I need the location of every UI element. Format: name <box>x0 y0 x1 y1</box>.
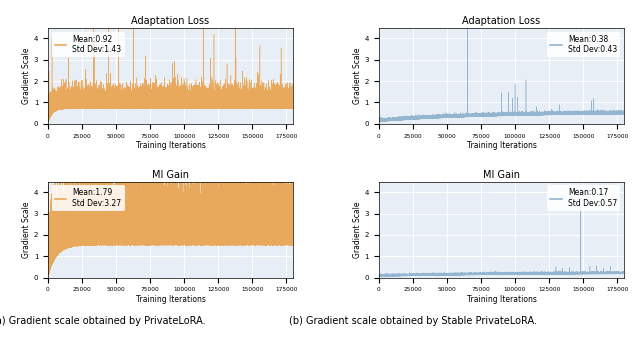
Legend: Mean:1.79
Std Dev:3.27: Mean:1.79 Std Dev:3.27 <box>52 185 125 211</box>
Y-axis label: Gradient Scale: Gradient Scale <box>22 48 31 104</box>
Text: (b) Gradient scale obtained by Stable PrivateLoRA.: (b) Gradient scale obtained by Stable Pr… <box>289 316 537 327</box>
Legend: Mean:0.38
Std Dev:0.43: Mean:0.38 Std Dev:0.43 <box>547 32 620 57</box>
Title: Adaptation Loss: Adaptation Loss <box>462 16 541 26</box>
X-axis label: Training Iterations: Training Iterations <box>136 295 205 304</box>
Y-axis label: Gradient Scale: Gradient Scale <box>22 201 31 258</box>
Title: MI Gain: MI Gain <box>152 170 189 180</box>
Y-axis label: Gradient Scale: Gradient Scale <box>353 201 362 258</box>
Legend: Mean:0.92
Std Dev:1.43: Mean:0.92 Std Dev:1.43 <box>52 32 125 57</box>
X-axis label: Training Iterations: Training Iterations <box>467 295 536 304</box>
X-axis label: Training Iterations: Training Iterations <box>136 141 205 150</box>
X-axis label: Training Iterations: Training Iterations <box>467 141 536 150</box>
Legend: Mean:0.17
Std Dev:0.57: Mean:0.17 Std Dev:0.57 <box>547 185 620 211</box>
Title: MI Gain: MI Gain <box>483 170 520 180</box>
Text: (a) Gradient scale obtained by PrivateLoRA.: (a) Gradient scale obtained by PrivateLo… <box>0 316 206 327</box>
Y-axis label: Gradient Scale: Gradient Scale <box>353 48 362 104</box>
Title: Adaptation Loss: Adaptation Loss <box>131 16 210 26</box>
